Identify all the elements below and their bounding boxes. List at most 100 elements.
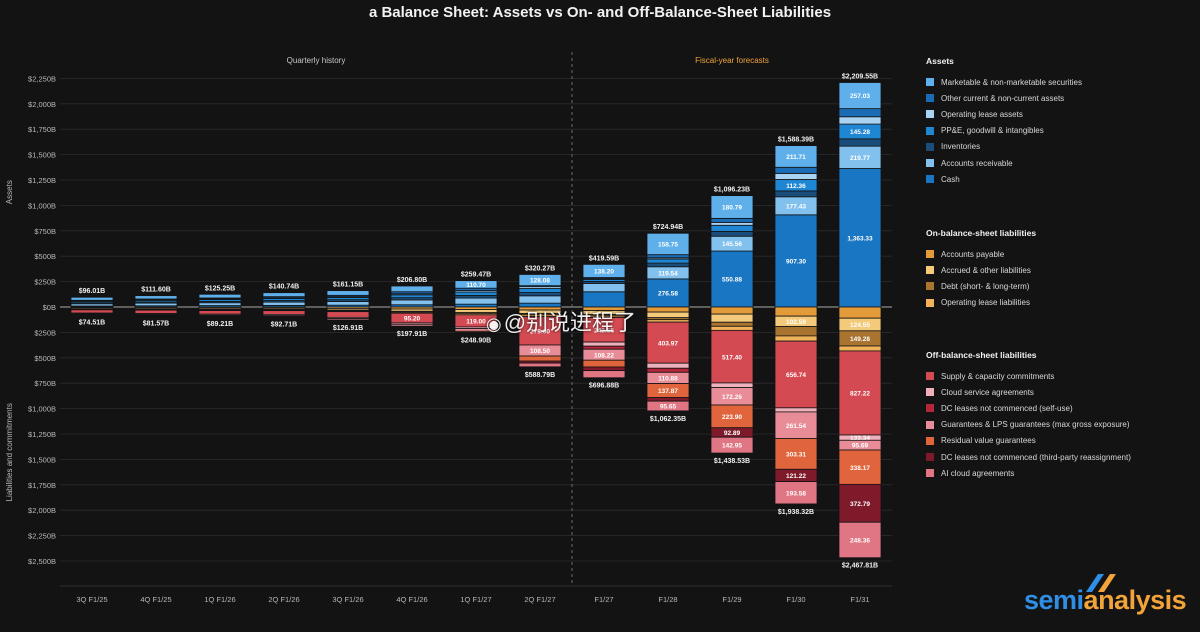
y-tick-label: $500B [34,354,56,363]
asset-bar-segment [838,138,882,147]
asset-bar-segment [582,263,626,278]
liability-bar-segment [838,521,882,559]
y-tick-label: $1,750B [28,481,56,490]
legend-label: AI cloud agreements [941,468,1015,478]
liability-bar-segment [198,314,242,317]
asset-total-label: $125.25B [205,285,235,292]
legend-item: Guarantees & LPS guarantees (max gross e… [926,417,1196,433]
x-tick-label: F1/31 [850,595,869,604]
liability-bar-segment [838,350,882,436]
liability-bar-segment [838,345,882,352]
legend-label: Guarantees & LPS guarantees (max gross e… [941,420,1130,430]
asset-bar-segment [838,168,882,308]
x-tick-label: 2Q F1/27 [524,595,555,604]
liability-bar-segment [838,449,882,485]
asset-value-label: 177.43 [786,203,806,210]
legend-swatch [926,469,934,478]
liability-bar-segment [518,355,562,362]
legend-label: Other current & non-current assets [941,93,1065,103]
liability-bar-segment [838,483,882,523]
liability-bar-segment [774,326,818,337]
watermark-text: @别说进程了 [503,310,637,335]
chart-title: a Balance Sheet: Assets vs On- and Off-B… [368,4,832,21]
legend-swatch [926,453,934,462]
liability-bar-segment [326,318,370,321]
asset-bar-segment [774,190,818,198]
liability-value-label: 338.17 [850,465,870,472]
asset-total-label: $161.15B [333,282,363,289]
legend-label: Accounts receivable [941,158,1013,168]
liability-total-label: $81.57B [143,320,169,327]
legend-item: Operating lease liabilities [926,295,1196,311]
liability-bar-segment [582,345,626,350]
legend-item: Residual value guarantees [926,433,1196,449]
liability-value-label: 124.55 [850,322,870,329]
y-tick-label: $1,000B [28,405,56,414]
liability-total-label: $1,438.53B [714,458,750,465]
legend-swatch [926,388,934,397]
asset-bar-segment [326,301,370,306]
logo-stripes-icon [1086,574,1116,592]
liability-bar-segment [646,321,690,364]
legend-swatch [926,404,934,413]
liability-value-label: 95.20 [404,316,421,323]
liability-bar-segment [646,397,690,402]
x-tick-label: 4Q F1/26 [396,595,427,604]
legend-item: Cloud service agreements [926,384,1196,400]
liability-total-label: $92.71B [271,321,297,328]
asset-bar-segment [838,116,882,125]
asset-value-label: 180.79 [722,205,742,212]
asset-bar-segment [454,291,498,296]
liability-value-label: 133.34 [850,435,870,442]
y-tick-label: $2,500B [28,557,56,566]
asset-bar-segment [518,274,562,287]
y-tick-label: $1,500B [28,455,56,464]
liability-bar-segment [646,400,690,412]
legend-item: Cash [926,171,1196,187]
legend-group-title: Assets [926,56,954,66]
x-tick-label: F1/27 [594,595,613,604]
liability-value-label: 172.26 [722,394,742,401]
legend-label: Accounts payable [941,249,1005,259]
y-tick-label: $2,250B [28,532,56,541]
asset-value-label: 211.71 [786,154,806,161]
legend-label: Cash [941,174,960,184]
liability-bar-segment [774,481,818,505]
y-tick-label: $1,000B [28,201,56,210]
legend-group: Assets Marketable & non-marketable securi… [926,56,1196,187]
asset-total-label: $140.74B [269,284,299,291]
liability-bar-segment [70,313,114,315]
asset-bar-segment [646,232,690,256]
asset-bar-segment [710,217,754,223]
x-tick-label: 1Q F1/26 [204,595,235,604]
liability-value-label: 95.65 [660,404,677,411]
asset-bar-segment [390,299,434,306]
liability-bar-segment [710,321,754,327]
y-tick-label: $1,750B [28,125,56,134]
liability-bar-segment [582,366,626,372]
legend-item: Accounts receivable [926,155,1196,171]
asset-total-label: $111.60B [141,287,171,294]
asset-value-label: 257.03 [850,93,870,100]
asset-bar-segment [646,258,690,264]
asset-bar-segment [454,280,498,289]
y-tick-label: $2,250B [28,74,56,83]
asset-total-label: $1,096.23B [714,187,750,194]
legend-swatch [926,266,934,275]
liability-total-label: $197.91B [397,331,427,338]
liability-value-label: 656.74 [786,372,806,379]
legend-label: Operating lease assets [941,109,1023,119]
asset-bar-segment [774,214,818,308]
y-tick-label: $250B [34,328,56,337]
liability-bar-segment [518,362,562,368]
asset-bar-segment [774,145,818,168]
x-tick-label: 3Q F1/25 [76,595,107,604]
asset-bar-segment [518,288,562,293]
liability-value-label: 372.79 [850,501,870,508]
asset-bar-segment [390,285,434,293]
legend-group-title: On-balance-sheet liabilities [926,228,1037,238]
liability-bar-segment [710,382,754,388]
liability-total-label: $588.79B [525,372,555,379]
liability-value-label: 137.87 [658,388,678,395]
y-tick-label: $0B [43,303,56,312]
